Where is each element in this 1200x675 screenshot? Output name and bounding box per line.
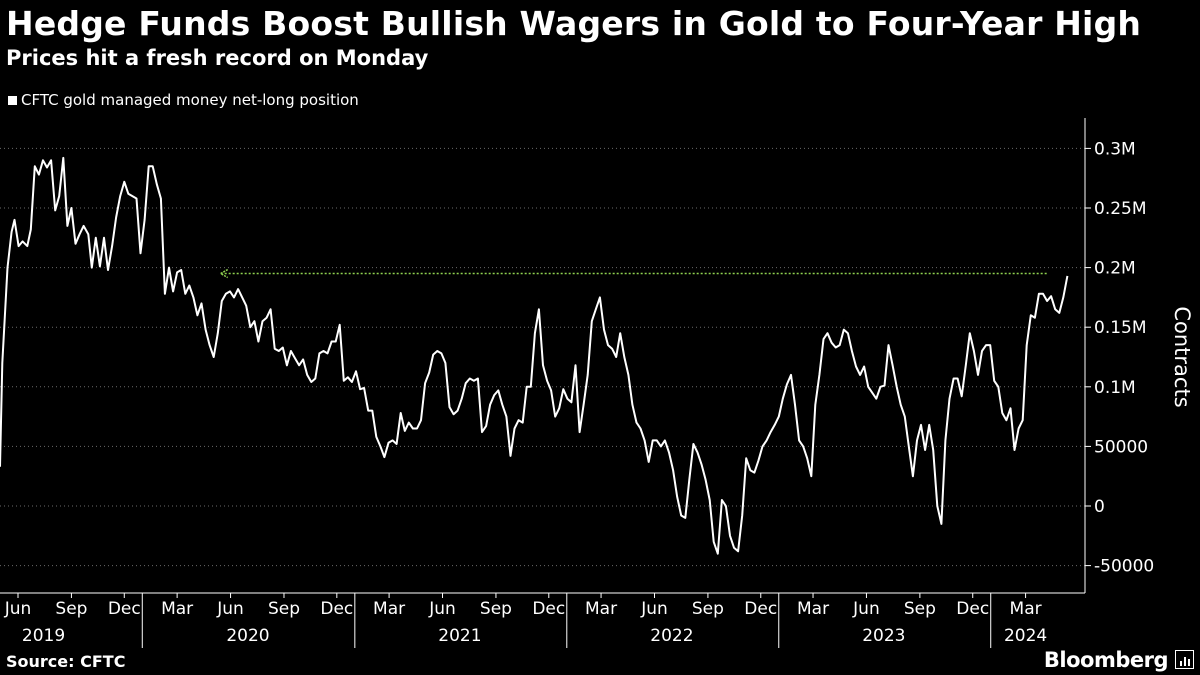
x-tick-label: Sep xyxy=(268,599,300,619)
brand-logo: Bloomberg xyxy=(1043,648,1169,672)
series-lines xyxy=(0,156,1069,555)
chart-subtitle: Prices hit a fresh record on Monday xyxy=(6,46,429,70)
y-tick-label: 0.2M xyxy=(1094,259,1136,279)
x-tick-label: Sep xyxy=(55,599,87,619)
y-tick-label: 50000 xyxy=(1094,437,1148,457)
year-label: 2022 xyxy=(650,626,693,646)
legend: CFTC gold managed money net-long positio… xyxy=(8,91,359,109)
x-tick-label: Mar xyxy=(373,599,405,619)
legend-label: CFTC gold managed money net-long positio… xyxy=(21,91,359,109)
x-tick-label: Mar xyxy=(585,599,617,619)
year-label: 2021 xyxy=(438,626,481,646)
x-tick-label: Jun xyxy=(428,599,456,619)
legend-swatch xyxy=(8,95,17,105)
y-tick-label: 0 xyxy=(1094,497,1105,517)
y-tick-label: 0.25M xyxy=(1094,199,1147,219)
chart-title: Hedge Funds Boost Bullish Wagers in Gold… xyxy=(6,4,1142,43)
x-tick-label: Dec xyxy=(956,599,989,619)
x-tick-label: Jun xyxy=(640,599,668,619)
x-tick-label: Mar xyxy=(1010,599,1042,619)
x-tick-label: Jun xyxy=(216,599,244,619)
x-tick-label: Jun xyxy=(852,599,880,619)
x-tick-label: Dec xyxy=(320,599,353,619)
record-reference xyxy=(219,268,1048,279)
x-tick-label: Mar xyxy=(161,599,193,619)
year-label: 2019 xyxy=(22,626,65,646)
y-axis-label: Contracts xyxy=(1170,306,1194,407)
y-axis: 0.3M 0.25M 0.2M 0.15M 0.1M 50000 0 -50000 xyxy=(1084,118,1154,593)
y-tick-label: 0.1M xyxy=(1094,378,1136,398)
x-tick-label: Sep xyxy=(692,599,724,619)
year-label: 2020 xyxy=(226,626,269,646)
bar-chart-icon xyxy=(1175,650,1194,669)
x-tick-label: Mar xyxy=(797,599,829,619)
y-tick-label: 0.3M xyxy=(1094,139,1136,159)
x-tick-label: Dec xyxy=(532,599,565,619)
year-label: 2023 xyxy=(862,626,905,646)
series-line-net-long xyxy=(0,156,1069,555)
source-note: Source: CFTC xyxy=(6,652,126,671)
year-label: 2024 xyxy=(1004,626,1047,646)
x-tick-label: Dec xyxy=(108,599,141,619)
reference-arrowhead xyxy=(219,268,229,279)
y-tick-label: -50000 xyxy=(1094,557,1154,577)
x-tick-label: Sep xyxy=(480,599,512,619)
x-tick-label: Jun xyxy=(4,599,32,619)
x-tick-label: Dec xyxy=(744,599,777,619)
x-tick-label: Sep xyxy=(904,599,936,619)
y-tick-label: 0.15M xyxy=(1094,318,1147,338)
x-axis: Jun Sep Dec Mar Jun Sep Dec Mar Jun Sep Dec Mar Jun S… xyxy=(0,592,1085,648)
y-gridlines xyxy=(0,147,1085,567)
